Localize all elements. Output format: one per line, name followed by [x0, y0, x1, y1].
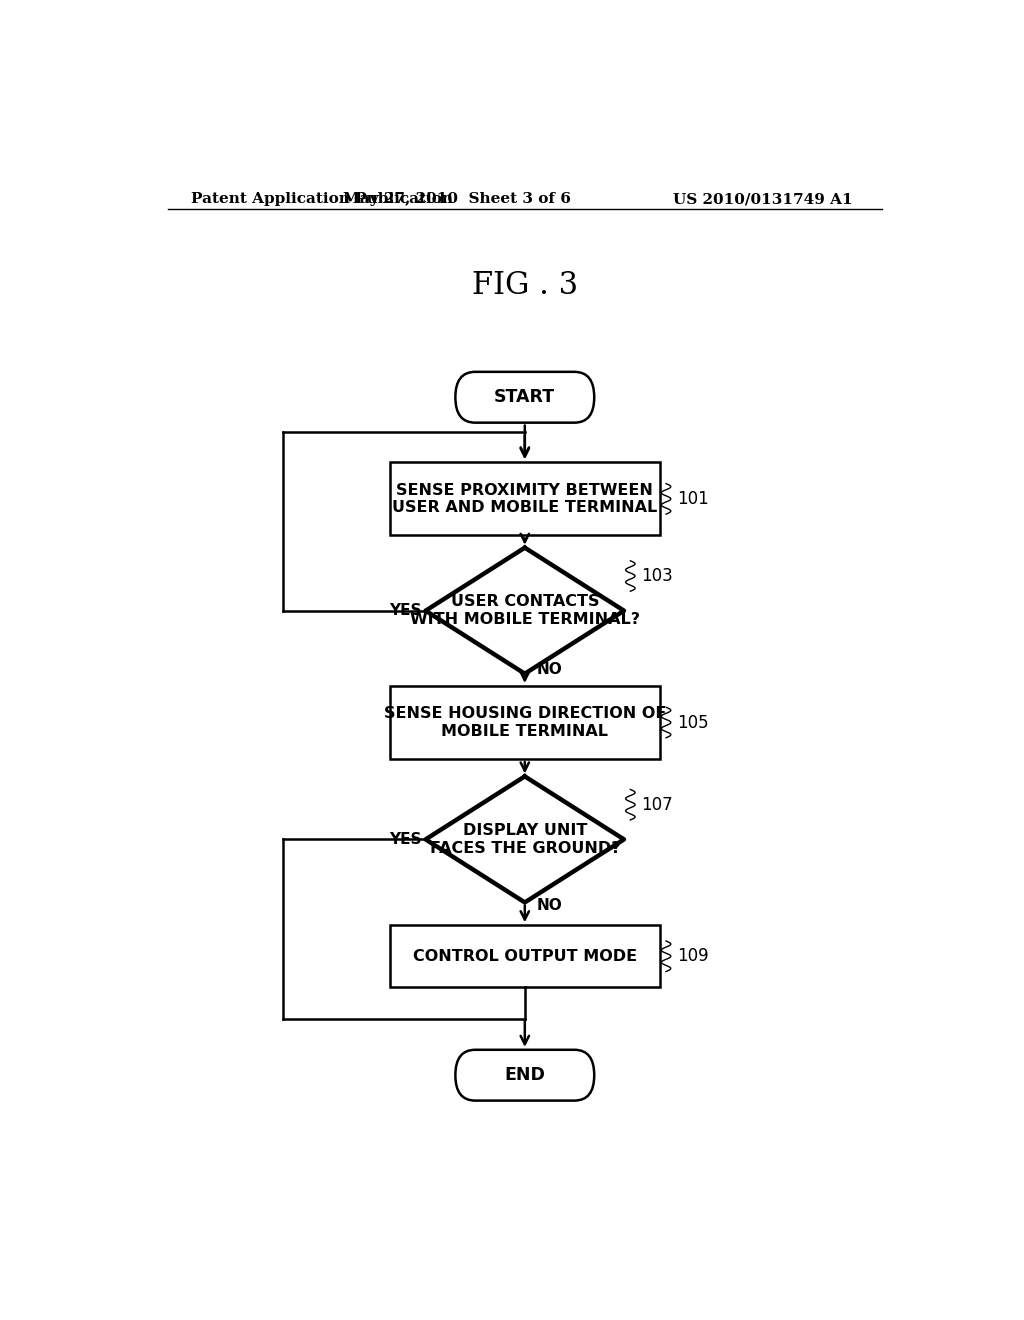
- Text: FIG . 3: FIG . 3: [472, 271, 578, 301]
- Text: 101: 101: [677, 490, 709, 508]
- Text: NO: NO: [537, 898, 562, 913]
- Bar: [390, 686, 659, 759]
- Text: 105: 105: [677, 714, 709, 731]
- Text: YES: YES: [389, 603, 422, 618]
- Text: END: END: [505, 1067, 545, 1084]
- Bar: [390, 925, 659, 987]
- Text: 109: 109: [677, 948, 709, 965]
- Polygon shape: [426, 548, 624, 673]
- FancyBboxPatch shape: [456, 1049, 594, 1101]
- Text: US 2010/0131749 A1: US 2010/0131749 A1: [673, 191, 853, 206]
- Text: START: START: [495, 388, 555, 407]
- Text: Patent Application Publication: Patent Application Publication: [191, 191, 454, 206]
- Text: 107: 107: [641, 796, 673, 813]
- Text: CONTROL OUTPUT MODE: CONTROL OUTPUT MODE: [413, 949, 637, 964]
- Bar: [390, 462, 659, 536]
- Text: SENSE PROXIMITY BETWEEN
USER AND MOBILE TERMINAL: SENSE PROXIMITY BETWEEN USER AND MOBILE …: [392, 483, 657, 515]
- Polygon shape: [426, 776, 624, 903]
- FancyBboxPatch shape: [456, 372, 594, 422]
- Text: NO: NO: [537, 663, 562, 677]
- Text: May 27, 2010  Sheet 3 of 6: May 27, 2010 Sheet 3 of 6: [343, 191, 571, 206]
- Text: 103: 103: [641, 568, 673, 585]
- Text: SENSE HOUSING DIRECTION OF
MOBILE TERMINAL: SENSE HOUSING DIRECTION OF MOBILE TERMIN…: [384, 706, 666, 739]
- Text: DISPLAY UNIT
FACES THE GROUND?: DISPLAY UNIT FACES THE GROUND?: [429, 824, 621, 855]
- Text: USER CONTACTS
WITH MOBILE TERMINAL?: USER CONTACTS WITH MOBILE TERMINAL?: [410, 594, 640, 627]
- Text: YES: YES: [389, 832, 422, 847]
